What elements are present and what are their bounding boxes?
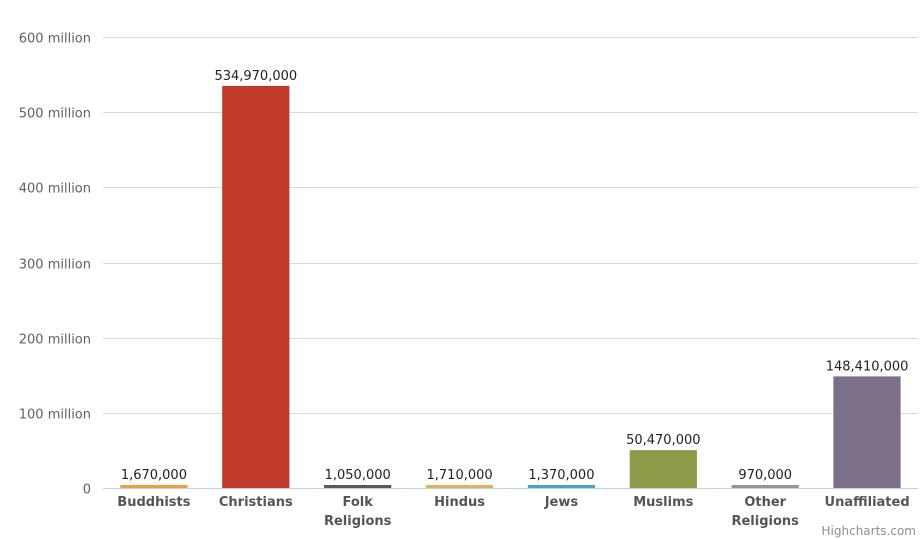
bar-hindus[interactable] <box>425 485 494 488</box>
x-tick-label: Jews <box>544 495 579 510</box>
bar-folk-religions[interactable] <box>324 485 392 488</box>
y-tick-label: 0 <box>83 483 91 498</box>
data-label: 1,710,000 <box>427 468 493 483</box>
bar-other-religions[interactable] <box>731 485 799 488</box>
x-tick-label: Muslims <box>633 495 693 510</box>
y-tick-label: 200 million <box>19 333 91 348</box>
bar-christians[interactable] <box>222 85 290 489</box>
y-tick-label: 600 million <box>19 32 91 47</box>
x-tick-label: Folk Religions <box>324 495 392 529</box>
bars <box>120 85 901 489</box>
data-label: 50,470,000 <box>626 433 700 448</box>
data-label: 1,050,000 <box>325 468 391 483</box>
x-tick-label: Other Religions <box>731 495 799 529</box>
credit-label[interactable]: Highcharts.com <box>822 524 916 538</box>
y-tick-label: 100 million <box>19 408 91 423</box>
y-tick-label: 500 million <box>19 107 91 122</box>
bar-muslims[interactable] <box>629 450 697 488</box>
x-axis-tick-labels: Buddhists Christians Folk Religions Hindus Je… <box>117 495 909 529</box>
data-label: 970,000 <box>738 468 792 483</box>
y-tick-label: 300 million <box>19 258 91 273</box>
y-tick-label: 400 million <box>19 182 91 197</box>
bar-unaffiliated[interactable] <box>833 376 901 488</box>
x-tick-label: Hindus <box>434 495 485 510</box>
data-labels: 1,670,000 534,970,000 1,050,000 1,710,000 1,… <box>121 69 909 483</box>
x-tick-label: Unaffiliated <box>825 495 910 510</box>
data-label: 148,410,000 <box>826 359 909 374</box>
data-label: 1,370,000 <box>528 468 594 483</box>
x-tick-label: Buddhists <box>117 495 190 510</box>
data-label: 1,670,000 <box>121 468 187 483</box>
data-label: 534,970,000 <box>214 69 297 84</box>
y-axis-tick-labels: 0 100 million 200 million 300 million 400 mi… <box>19 32 91 498</box>
bar-buddhists[interactable] <box>120 485 188 488</box>
bar-jews[interactable] <box>527 485 595 488</box>
x-tick-label: Christians <box>219 495 293 510</box>
